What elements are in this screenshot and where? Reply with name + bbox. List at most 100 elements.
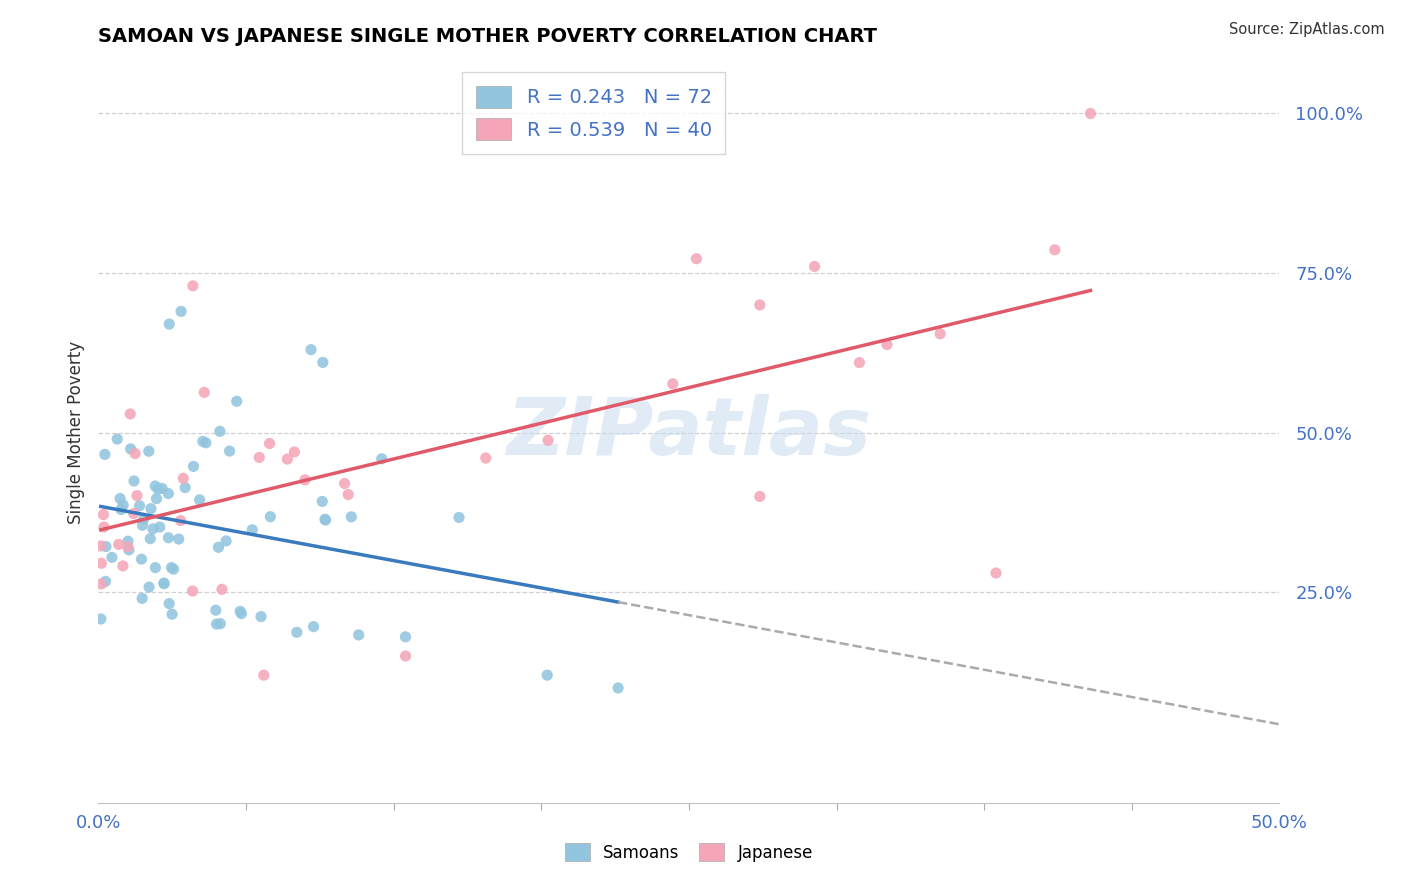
Point: [169, 514, 191, 528]
Point: [229, 604, 252, 618]
Point: [207, 541, 229, 555]
Point: [188, 492, 211, 507]
Point: [247, 450, 270, 465]
Point: [138, 580, 160, 594]
Point: [299, 343, 322, 357]
Point: [172, 471, 194, 485]
Point: [132, 512, 155, 526]
Point: [302, 620, 325, 634]
Point: [748, 490, 770, 504]
Point: [607, 681, 630, 695]
Point: [145, 491, 167, 506]
Point: [108, 491, 131, 506]
Point: [112, 498, 135, 512]
Point: [150, 482, 173, 496]
Point: [253, 668, 276, 682]
Point: [537, 434, 560, 448]
Point: [193, 385, 215, 400]
Point: [848, 355, 870, 369]
Point: [204, 603, 226, 617]
Point: [90, 539, 112, 553]
Point: [194, 435, 217, 450]
Point: [215, 533, 238, 548]
Point: [90, 556, 112, 570]
Text: SAMOAN VS JAPANESE SINGLE MOTHER POVERTY CORRELATION CHART: SAMOAN VS JAPANESE SINGLE MOTHER POVERTY…: [98, 27, 877, 45]
Point: [283, 445, 305, 459]
Point: [143, 479, 166, 493]
Text: Source: ZipAtlas.com: Source: ZipAtlas.com: [1229, 22, 1385, 37]
Point: [536, 668, 558, 682]
Y-axis label: Single Mother Poverty: Single Mother Poverty: [66, 341, 84, 524]
Point: [205, 617, 228, 632]
Point: [94, 574, 117, 589]
Point: [803, 260, 825, 274]
Point: [191, 434, 214, 449]
Point: [120, 407, 142, 421]
Point: [181, 584, 204, 599]
Point: [101, 550, 124, 565]
Point: [117, 540, 139, 554]
Point: [231, 607, 253, 621]
Point: [139, 501, 162, 516]
Point: [209, 616, 232, 631]
Point: [149, 520, 172, 534]
Point: [111, 558, 134, 573]
Point: [276, 452, 298, 467]
Point: [157, 597, 180, 611]
Point: [1043, 243, 1066, 257]
Point: [160, 607, 183, 622]
Point: [394, 648, 416, 663]
Point: [929, 326, 952, 341]
Point: [225, 394, 247, 409]
Point: [138, 444, 160, 458]
Point: [294, 473, 316, 487]
Point: [94, 447, 117, 461]
Point: [447, 510, 470, 524]
Point: [118, 542, 141, 557]
Point: [124, 446, 146, 460]
Point: [125, 489, 148, 503]
Point: [131, 552, 153, 566]
Point: [142, 522, 165, 536]
Point: [333, 476, 356, 491]
Point: [167, 532, 190, 546]
Point: [93, 520, 115, 534]
Point: [240, 523, 263, 537]
Point: [370, 451, 392, 466]
Point: [285, 625, 308, 640]
Point: [162, 562, 184, 576]
Point: [876, 337, 898, 351]
Point: [170, 304, 193, 318]
Point: [94, 540, 117, 554]
Point: [337, 487, 360, 501]
Point: [93, 508, 115, 522]
Point: [685, 252, 707, 266]
Point: [153, 576, 176, 591]
Point: [157, 531, 180, 545]
Point: [181, 278, 204, 293]
Point: [662, 376, 685, 391]
Point: [211, 582, 233, 597]
Point: [122, 507, 145, 521]
Point: [117, 534, 139, 549]
Point: [340, 509, 363, 524]
Point: [105, 432, 128, 446]
Point: [347, 628, 370, 642]
Point: [259, 436, 281, 450]
Point: [107, 537, 129, 551]
Point: [984, 566, 1007, 580]
Point: [157, 317, 180, 331]
Point: [312, 355, 335, 369]
Point: [153, 576, 176, 591]
Point: [139, 532, 162, 546]
Point: [394, 630, 416, 644]
Point: [474, 451, 496, 466]
Point: [218, 444, 240, 458]
Point: [748, 298, 770, 312]
Point: [259, 509, 281, 524]
Point: [90, 612, 112, 626]
Point: [131, 518, 153, 533]
Point: [120, 442, 142, 456]
Point: [183, 459, 205, 474]
Point: [128, 499, 150, 513]
